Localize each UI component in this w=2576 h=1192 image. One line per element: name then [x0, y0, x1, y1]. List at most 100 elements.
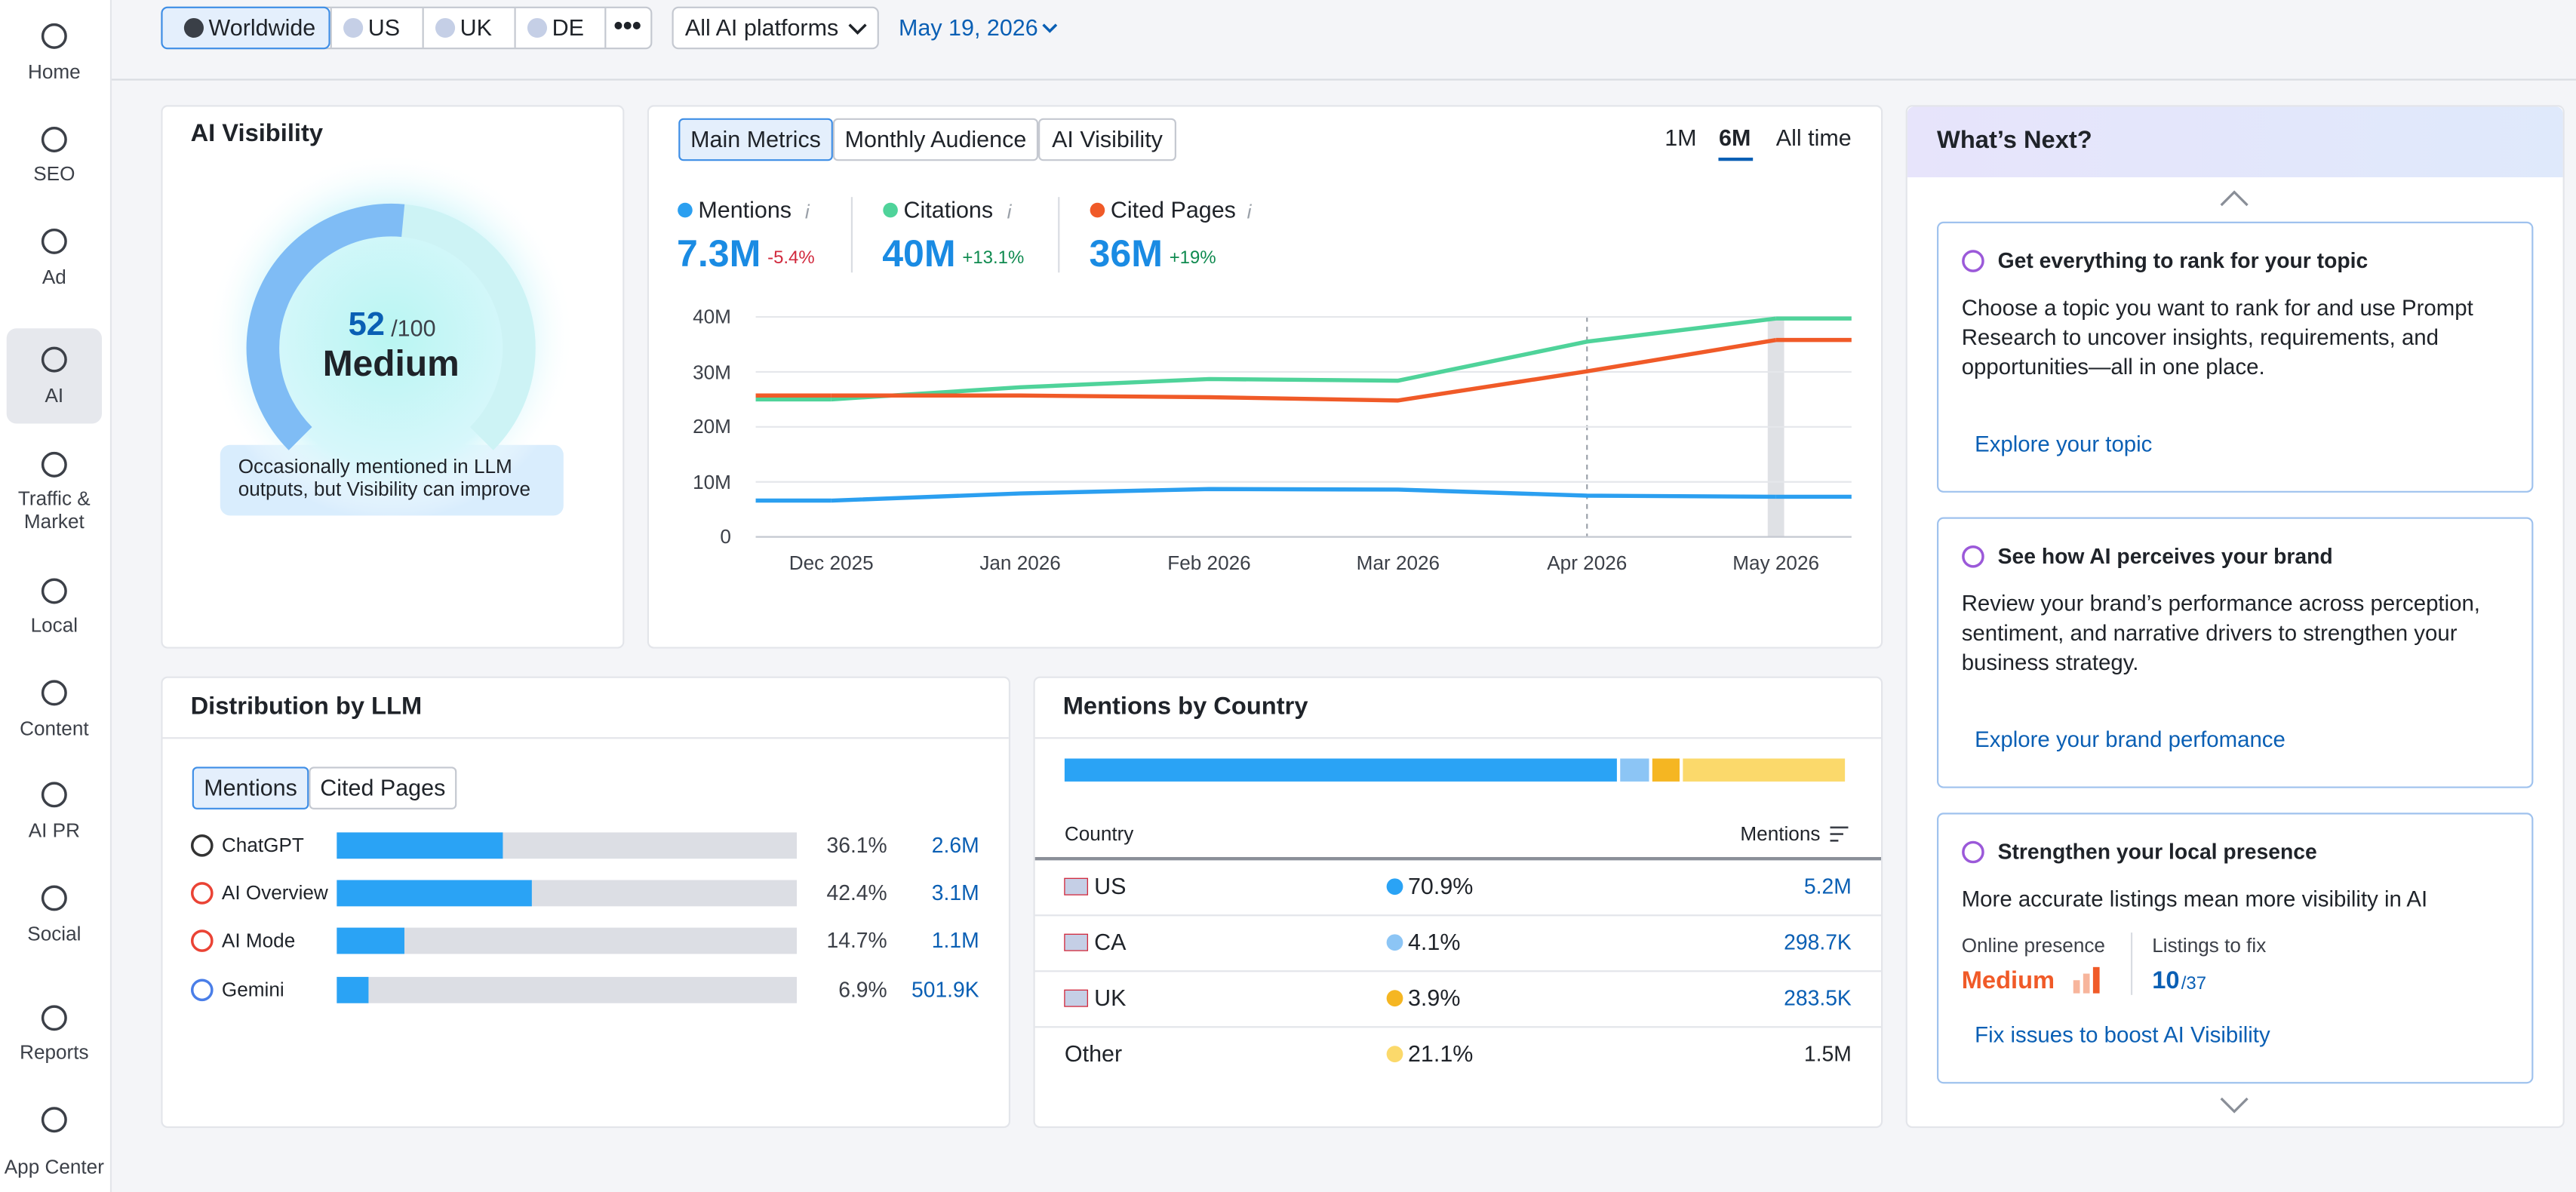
- share: 70.9%: [1407, 872, 1474, 899]
- nav-item[interactable]: AI PR: [28, 819, 80, 843]
- card-link[interactable]: Explore your topic: [1975, 432, 2153, 456]
- count[interactable]: 501.9K: [911, 977, 979, 1002]
- info: i: [1247, 200, 1253, 223]
- platform-dropdown[interactable]: [672, 6, 879, 50]
- kpi-change: +19%: [1169, 248, 1216, 269]
- divider: [514, 8, 516, 48]
- nav-item[interactable]: Ad: [41, 266, 66, 289]
- tab-label[interactable]: Cited Pages: [320, 774, 446, 801]
- tab[interactable]: [192, 767, 309, 810]
- note: Occasionally mentioned in LLM outputs, b…: [238, 454, 530, 502]
- divider: [1034, 914, 1882, 917]
- x-tick-label: Dec 2025: [788, 551, 874, 575]
- score: 52: [348, 306, 386, 343]
- card-link[interactable]: Fix issues to boost AI Visibility: [1975, 1022, 2270, 1048]
- card-heading: Get everything to rank for your topic: [1997, 248, 2369, 273]
- flag: [435, 17, 456, 38]
- kpi-value: 36M: [1089, 232, 1163, 275]
- legend-swatch: [883, 202, 898, 218]
- nav-item[interactable]: Social: [27, 922, 81, 946]
- region-button[interactable]: US: [367, 14, 401, 41]
- count[interactable]: 2.6M: [931, 832, 979, 858]
- kpi-name: Cited Pages: [1110, 196, 1236, 223]
- tab-label[interactable]: Monthly Audience: [844, 125, 1027, 152]
- share: 14.7%: [826, 928, 887, 953]
- count[interactable]: 3.1M: [931, 880, 979, 905]
- column-header[interactable]: Mentions: [1740, 822, 1821, 846]
- mentions[interactable]: 5.2M: [1803, 874, 1852, 899]
- card-icon: [1962, 250, 1984, 272]
- kpi-value: 7.3M: [677, 232, 761, 275]
- scroll-down[interactable]: [2220, 1097, 2249, 1114]
- nav-item[interactable]: Home: [27, 60, 81, 84]
- listings: 10: [2152, 966, 2180, 995]
- nav-icon: [41, 127, 67, 152]
- x-tick-label: Feb 2026: [1167, 551, 1251, 575]
- presence-label: Online presence: [1961, 933, 2105, 957]
- range[interactable]: 6M: [1719, 124, 1751, 151]
- info: i: [805, 200, 810, 223]
- nav-item[interactable]: SEO: [33, 162, 75, 186]
- card-heading: Strengthen your local presence: [1997, 839, 2317, 865]
- region-button[interactable]: DE: [552, 14, 584, 41]
- range[interactable]: All time: [1775, 124, 1852, 151]
- next-card: [1937, 517, 2534, 788]
- count[interactable]: 1.1M: [931, 928, 979, 953]
- x-tick-label: May 2026: [1732, 551, 1820, 575]
- region-button[interactable]: UK: [460, 14, 492, 41]
- country-dot: [1386, 1046, 1403, 1063]
- date-picker[interactable]: May 19, 2026: [898, 14, 1038, 41]
- nav-icon: [41, 451, 67, 478]
- legend-swatch: [1090, 202, 1105, 218]
- platform[interactable]: All AI platforms: [684, 14, 839, 41]
- kpi-name: Mentions: [698, 196, 792, 223]
- nav-item[interactable]: App Center: [4, 1155, 104, 1179]
- tab[interactable]: [832, 118, 1039, 161]
- tab[interactable]: [309, 767, 457, 810]
- tab-label[interactable]: Main Metrics: [690, 125, 821, 152]
- card-heading: See how AI perceives your brand: [1997, 543, 2333, 569]
- divider: [604, 8, 607, 48]
- llm-name: AI Overview: [221, 881, 328, 905]
- metrics-card: [647, 105, 1883, 649]
- share: 42.4%: [826, 880, 887, 905]
- nav-icon: [41, 578, 67, 604]
- bar: [337, 832, 503, 859]
- listings-total: /37: [2181, 974, 2207, 994]
- nav-icon: [41, 1005, 67, 1031]
- column-header: Country: [1064, 822, 1134, 846]
- tab-label[interactable]: Mentions: [204, 774, 297, 801]
- tab[interactable]: [1038, 118, 1176, 161]
- next-card: [1937, 221, 2534, 493]
- llm-icon: [191, 882, 214, 905]
- more: •••: [613, 11, 641, 41]
- nav-item[interactable]: Content: [20, 717, 89, 741]
- share: 3.9%: [1407, 984, 1461, 1011]
- tab[interactable]: [678, 118, 833, 161]
- chevron: [848, 23, 867, 35]
- nav-item[interactable]: AI: [45, 383, 64, 407]
- scroll-up[interactable]: [2220, 190, 2249, 207]
- mentions: 1.5M: [1803, 1041, 1852, 1066]
- llm-icon: [191, 978, 214, 1002]
- divider: [1034, 857, 1882, 860]
- nav-item[interactable]: Reports: [20, 1040, 89, 1064]
- bar: [337, 927, 404, 954]
- nav-icon: [41, 228, 67, 254]
- level-bar: [2073, 980, 2080, 994]
- card-text: More accurate listings mean more visibil…: [1961, 886, 2428, 911]
- range[interactable]: 1M: [1665, 124, 1697, 151]
- country-segment: [1683, 758, 1846, 782]
- country-dot: [1386, 934, 1403, 951]
- region-button[interactable]: Worldwide: [208, 14, 316, 41]
- mentions[interactable]: 283.5K: [1784, 985, 1852, 1010]
- chevron: [1042, 23, 1058, 33]
- level: Medium: [322, 343, 460, 384]
- nav-item[interactable]: Traffic & Market: [17, 487, 91, 534]
- tab-label[interactable]: AI Visibility: [1052, 125, 1163, 152]
- nav-item[interactable]: Local: [30, 613, 78, 637]
- mentions[interactable]: 298.7K: [1784, 929, 1852, 954]
- flag: [527, 17, 548, 38]
- card-link[interactable]: Explore your brand perfomance: [1975, 727, 2286, 752]
